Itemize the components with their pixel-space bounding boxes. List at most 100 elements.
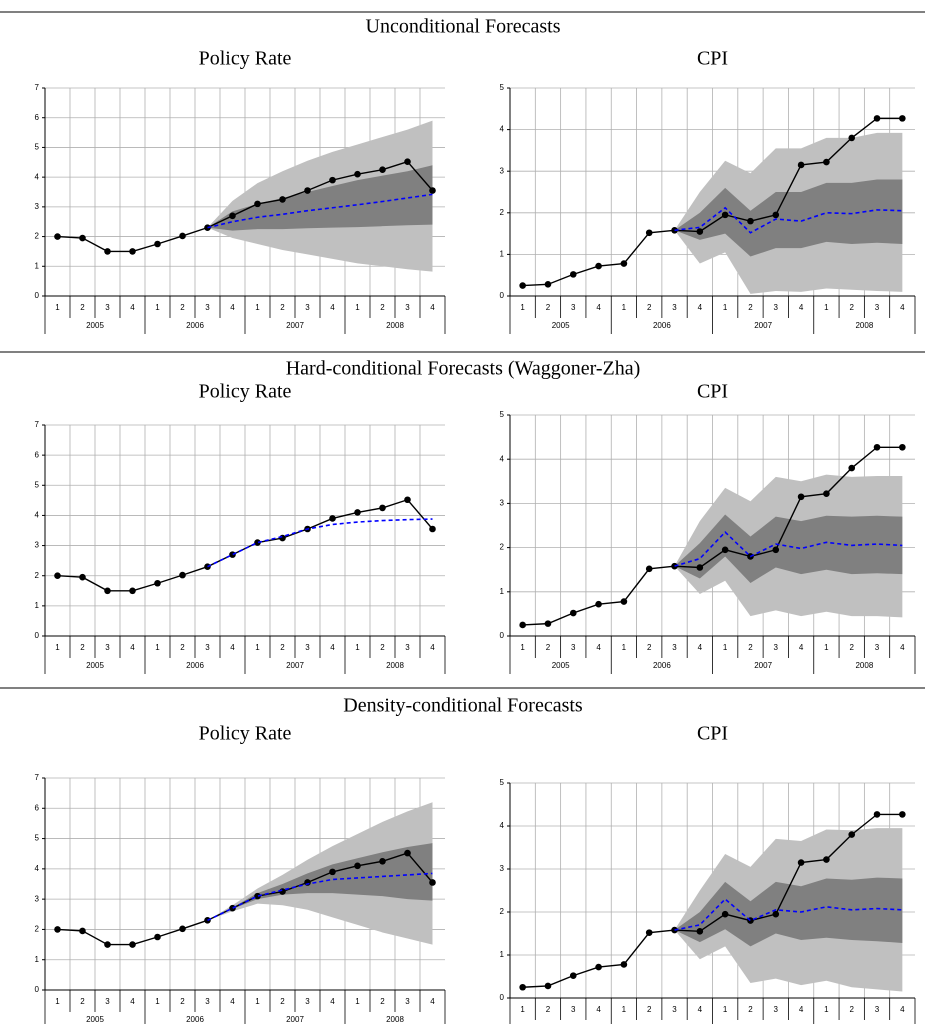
- x-tick-label: 2: [80, 997, 85, 1006]
- x-tick-label: 4: [900, 643, 905, 652]
- section-title: Unconditional Forecasts: [366, 16, 561, 38]
- marker: [519, 983, 526, 991]
- x-tick-label: 3: [305, 643, 310, 652]
- y-tick-label: 7: [35, 83, 40, 92]
- marker: [620, 598, 628, 605]
- marker: [823, 856, 830, 863]
- y-tick-label: 4: [35, 511, 40, 520]
- series-line: [207, 518, 433, 568]
- y-tick-label: 1: [35, 955, 40, 964]
- marker: [595, 600, 602, 608]
- x-tick-label: 2: [180, 997, 185, 1006]
- marker: [544, 982, 552, 990]
- x-tick-label: 1: [55, 643, 60, 652]
- x-tick-label: 4: [330, 303, 335, 312]
- y-tick-label: 6: [35, 803, 40, 812]
- marker: [354, 862, 361, 870]
- x-group-label: 2006: [186, 1015, 204, 1024]
- x-tick-label: 2: [380, 997, 385, 1006]
- x-tick-label: 3: [672, 643, 677, 652]
- x-group-label: 2008: [386, 1015, 404, 1024]
- marker: [104, 248, 111, 255]
- x-tick-label: 1: [520, 643, 525, 652]
- marker: [254, 892, 261, 900]
- series-line: [57, 852, 434, 946]
- series-line: [522, 813, 903, 988]
- series-line: [207, 872, 433, 922]
- y-tick-label: 1: [500, 950, 505, 959]
- marker: [696, 564, 704, 571]
- y-tick-label: 4: [35, 172, 40, 181]
- x-tick-label: 2: [647, 1005, 652, 1014]
- x-tick-label: 4: [230, 997, 235, 1006]
- x-tick-label: 4: [230, 303, 235, 312]
- marker: [873, 115, 881, 122]
- x-tick-label: 3: [305, 303, 310, 312]
- marker: [379, 166, 386, 174]
- marker: [645, 229, 653, 237]
- marker: [772, 211, 780, 219]
- marker: [79, 573, 86, 581]
- marker: [379, 857, 386, 865]
- x-tick-label: 4: [330, 997, 335, 1006]
- marker: [848, 831, 856, 838]
- marker: [823, 158, 830, 166]
- band: [207, 165, 433, 231]
- x-tick-label: 4: [130, 303, 135, 312]
- x-tick-label: 2: [849, 303, 854, 312]
- chart-title: Policy Rate: [199, 381, 292, 403]
- x-tick-label: 1: [255, 643, 260, 652]
- x-tick-label: 1: [355, 643, 360, 652]
- marker: [696, 928, 704, 935]
- y-tick-label: 4: [500, 125, 505, 134]
- x-tick-label: 4: [799, 1005, 804, 1014]
- x-group-label: 2007: [754, 661, 772, 670]
- x-tick-label: 1: [824, 303, 829, 312]
- chart-title: CPI: [697, 723, 728, 745]
- y-tick-label: 3: [35, 202, 40, 211]
- marker: [379, 504, 386, 512]
- marker: [104, 941, 111, 948]
- marker: [544, 620, 552, 627]
- marker: [279, 534, 286, 542]
- marker: [848, 464, 856, 472]
- x-tick-label: 1: [255, 303, 260, 312]
- marker: [354, 170, 361, 178]
- marker: [404, 496, 411, 504]
- y-tick-label: 5: [35, 834, 40, 843]
- x-tick-label: 2: [80, 303, 85, 312]
- y-tick-label: 4: [35, 864, 40, 873]
- series-line: [57, 498, 434, 592]
- band: [674, 179, 903, 257]
- marker: [899, 443, 906, 451]
- x-tick-label: 3: [205, 997, 210, 1006]
- x-tick-label: 3: [205, 303, 210, 312]
- x-tick-label: 4: [596, 643, 601, 652]
- x-tick-label: 2: [280, 643, 285, 652]
- series-line: [522, 446, 903, 626]
- series-line: [522, 117, 903, 287]
- marker: [229, 551, 236, 558]
- x-tick-label: 1: [155, 997, 160, 1006]
- y-tick-label: 3: [500, 499, 505, 508]
- marker: [279, 196, 286, 203]
- x-tick-label: 2: [647, 643, 652, 652]
- series-line: [674, 206, 903, 234]
- x-tick-label: 2: [748, 1005, 753, 1014]
- y-tick-label: 2: [35, 925, 40, 934]
- marker: [229, 212, 236, 220]
- marker: [721, 910, 729, 918]
- marker: [899, 115, 906, 122]
- x-tick-label: 2: [380, 303, 385, 312]
- x-tick-label: 2: [748, 643, 753, 652]
- y-tick-label: 0: [35, 985, 40, 994]
- marker: [848, 134, 856, 142]
- marker: [304, 187, 311, 194]
- y-tick-label: 0: [500, 631, 505, 640]
- chart-title: Policy Rate: [199, 723, 292, 745]
- marker: [254, 200, 261, 208]
- x-tick-label: 4: [596, 303, 601, 312]
- marker: [254, 539, 261, 546]
- x-tick-label: 2: [546, 643, 551, 652]
- x-tick-label: 2: [280, 303, 285, 312]
